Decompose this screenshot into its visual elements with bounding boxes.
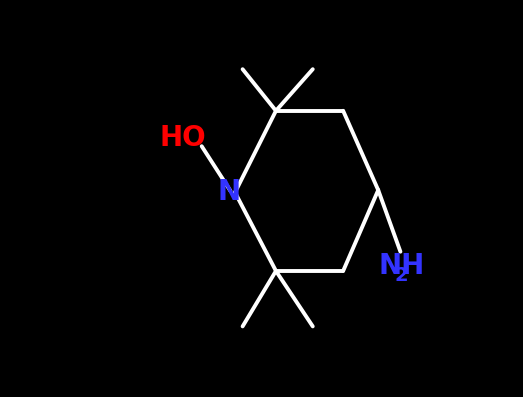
Text: NH: NH — [379, 252, 425, 280]
Text: 2: 2 — [394, 266, 408, 285]
Text: N: N — [218, 178, 241, 206]
Text: HO: HO — [159, 125, 206, 152]
